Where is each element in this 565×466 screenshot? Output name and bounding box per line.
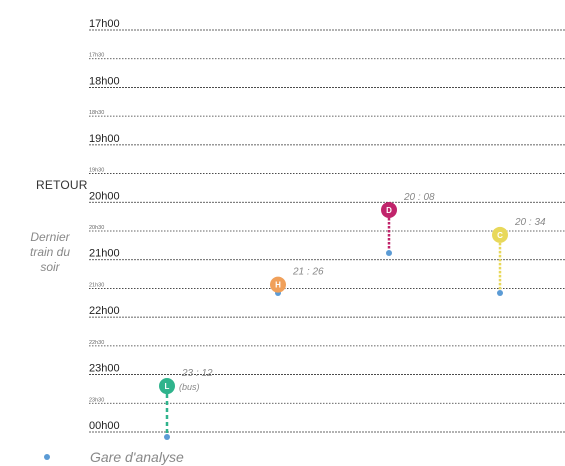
section-title: RETOUR — [36, 178, 88, 192]
station-dot — [386, 250, 392, 256]
point-badge — [492, 226, 508, 243]
legend: Gare d'analyse — [44, 449, 184, 465]
tick-label: 17h00 — [89, 18, 120, 30]
tick-label: 21h30 — [89, 282, 104, 288]
tick-label: 19h00 — [89, 133, 120, 145]
legend-dot-icon — [44, 454, 50, 460]
time-label: 20 : 34 — [514, 217, 546, 228]
point-badge — [270, 276, 286, 293]
tick-label: 23h30 — [89, 397, 104, 403]
time-note: (bus) — [179, 382, 200, 392]
tick-label: 18h00 — [89, 75, 120, 87]
tick-label: 20h00 — [89, 190, 120, 202]
legend-label: Gare d'analyse — [90, 449, 184, 465]
tick-label: 20h30 — [89, 225, 104, 231]
point-letter: C — [497, 231, 503, 240]
tick-label: 00h00 — [89, 420, 120, 432]
point-badge — [159, 378, 175, 395]
time-label: 20 : 08 — [403, 192, 435, 203]
point-letter: L — [165, 382, 170, 391]
tick-label: 19h30 — [89, 168, 104, 174]
point-badge — [381, 201, 397, 218]
tick-label: 17h30 — [89, 53, 104, 59]
tick-label: 18h30 — [89, 110, 104, 116]
subtitle-line: soir — [40, 260, 60, 274]
station-dot — [164, 434, 170, 440]
tick-label: 22h30 — [89, 340, 104, 346]
subtitle-line: train du — [29, 245, 71, 259]
subtitle-line: Dernier — [30, 230, 70, 244]
tick-label: 23h00 — [89, 363, 120, 375]
tick-label: 21h00 — [89, 248, 120, 260]
tick-label: 22h00 — [89, 305, 120, 317]
point-letter: H — [275, 281, 281, 290]
station-dot — [497, 290, 503, 296]
section-subtitle: Dernier train du soir — [20, 230, 80, 275]
time-label: 21 : 26 — [292, 267, 324, 278]
time-label: 23 : 12 — [181, 368, 213, 379]
point-letter: D — [386, 206, 392, 215]
